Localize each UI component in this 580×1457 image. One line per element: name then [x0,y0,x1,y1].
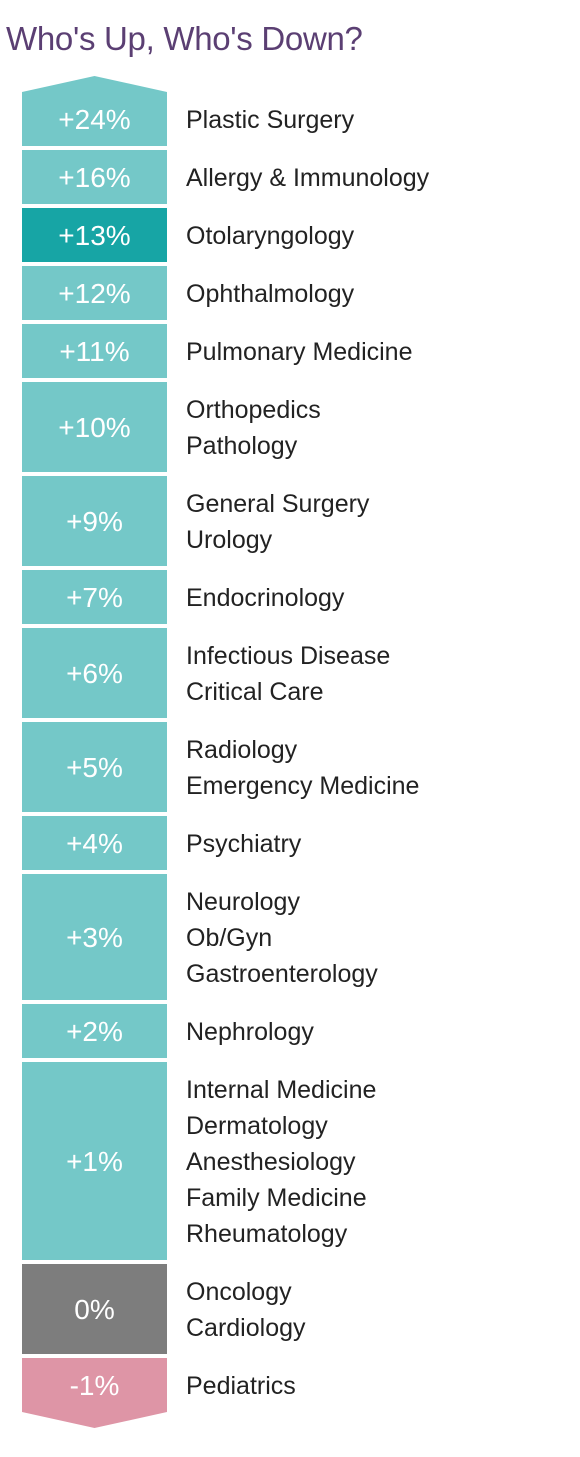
specialty-label: Oncology [186,1278,292,1306]
percent-label: +2% [66,1016,123,1047]
specialty-label: Allergy & Immunology [186,164,430,192]
specialty-label: Psychiatry [186,830,302,858]
bar-segment [22,1062,167,1260]
specialty-label: Critical Care [186,678,324,706]
percent-label: +12% [58,278,130,309]
percent-label: +4% [66,828,123,859]
bar-segment [22,1264,167,1354]
specialty-label: Urology [186,526,273,554]
bar-segment [22,76,167,146]
specialty-label: Family Medicine [186,1184,367,1212]
specialty-label: Cardiology [186,1314,306,1342]
specialty-label: Rheumatology [186,1220,348,1248]
bar-segment [22,722,167,812]
bar-segment [22,324,167,378]
chart-title: Who's Up, Who's Down? [6,20,363,57]
specialty-label: Nephrology [186,1018,314,1046]
bar-segment [22,208,167,262]
percent-label: +13% [58,220,130,251]
percent-label: 0% [74,1294,114,1325]
percent-label: +1% [66,1146,123,1177]
bar-segment [22,874,167,1000]
specialty-label: Otolaryngology [186,222,355,250]
specialty-label: Pathology [186,432,298,460]
specialty-label: Radiology [186,736,298,764]
specialty-label: Neurology [186,888,300,916]
specialty-label: General Surgery [186,490,370,518]
percent-label: +9% [66,506,123,537]
percent-label: +16% [58,162,130,193]
specialty-label: Dermatology [186,1112,328,1140]
percent-label: +24% [58,104,130,135]
specialty-label: Endocrinology [186,584,345,612]
specialty-label: Pulmonary Medicine [186,338,413,366]
specialty-label: Gastroenterology [186,960,378,988]
percent-label: +5% [66,752,123,783]
chart-rows: +24% Plastic Surgery +16% Allergy & Immunol… [22,76,430,1428]
specialty-label: Internal Medicine [186,1076,376,1104]
bar-segment [22,1358,167,1428]
specialty-label: Ophthalmology [186,280,355,308]
percent-label: +6% [66,658,123,689]
percent-label: +11% [59,336,129,367]
bar-segment [22,476,167,566]
bar-segment [22,266,167,320]
specialty-label: Anesthesiology [186,1148,356,1176]
percent-label: -1% [70,1370,120,1401]
specialty-label: Plastic Surgery [186,106,355,134]
specialty-label: Emergency Medicine [186,772,419,800]
bar-segment [22,1004,167,1058]
specialty-label: Pediatrics [186,1372,296,1400]
specialty-label: Orthopedics [186,396,321,424]
bar-segment [22,570,167,624]
bar-segment [22,150,167,204]
specialty-label: Ob/Gyn [186,924,272,952]
specialty-label: Infectious Disease [186,642,390,670]
bar-segment [22,382,167,472]
percent-label: +10% [58,412,130,443]
bar-segment [22,628,167,718]
bar-segment [22,816,167,870]
percent-label: +7% [66,582,123,613]
percent-label: +3% [66,922,123,953]
